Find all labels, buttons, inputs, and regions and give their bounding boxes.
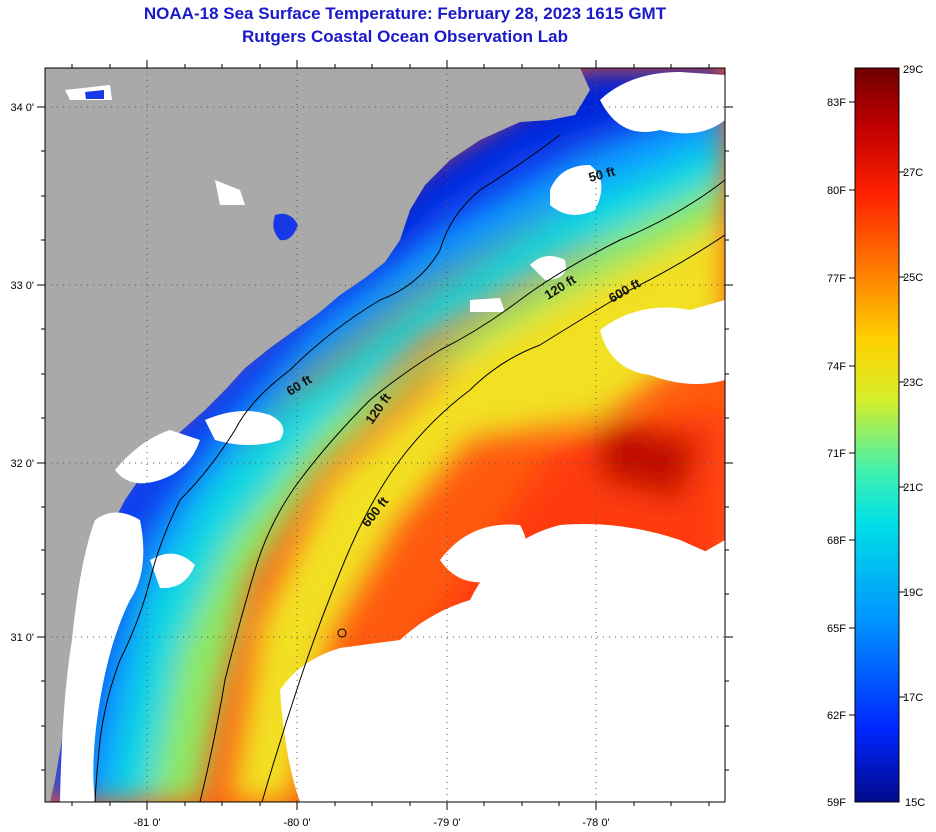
- lat-label: 33 0': [10, 280, 34, 292]
- colorbar: 83F 80F 77F 74F 71F 68F 65F 62F 59F 29C …: [827, 64, 925, 809]
- colorbar-f-label: 80F: [827, 185, 846, 197]
- graticule: [45, 68, 725, 802]
- colorbar-f-label: 74F: [827, 361, 846, 373]
- lon-label: -78 0': [582, 817, 609, 829]
- colorbar-f-label: 65F: [827, 623, 846, 635]
- colorbar-f-label: 68F: [827, 535, 846, 547]
- lat-label: 31 0': [10, 632, 34, 644]
- sst-image: 50 ft 120 ft 600 ft 60 ft 120 ft 600 ft: [45, 68, 725, 802]
- colorbar-f-label: 62F: [827, 710, 846, 722]
- colorbar-c-label: 21C: [903, 482, 923, 494]
- land-mass: [45, 68, 590, 802]
- map-subtitle: Rutgers Coastal Ocean Observation Lab: [242, 27, 568, 46]
- lat-labels: 34 0' 33 0' 32 0' 31 0': [10, 102, 34, 644]
- plot-frame: [44, 67, 726, 803]
- colorbar-c-label: 23C: [903, 377, 923, 389]
- depth-contours: [94, 134, 725, 802]
- contour-label: 50 ft: [587, 163, 617, 185]
- cloud-cover: [60, 72, 725, 802]
- colorbar-c-label: 19C: [903, 587, 923, 599]
- lat-label: 34 0': [10, 102, 34, 114]
- lon-label: -80 0': [283, 817, 310, 829]
- lon-labels: -81 0' -80 0' -79 0' -78 0': [133, 817, 609, 829]
- map-title: NOAA-18 Sea Surface Temperature: Februar…: [143, 4, 667, 23]
- lon-label: -81 0': [133, 817, 160, 829]
- colorbar-gradient: [854, 67, 900, 803]
- colorbar-f-label: 77F: [827, 273, 846, 285]
- colorbar-f-label: 71F: [827, 448, 846, 460]
- colorbar-c-label: 27C: [903, 167, 923, 179]
- colorbar-f-label: 59F: [827, 797, 846, 809]
- colorbar-c-label: 15C: [905, 797, 925, 809]
- axis-ticks: [37, 60, 733, 810]
- colorbar-c-label: 17C: [903, 692, 923, 704]
- lon-label: -79 0': [433, 817, 460, 829]
- colorbar-c-label: 29C: [903, 64, 923, 76]
- lat-label: 32 0': [10, 458, 34, 470]
- colorbar-f-label: 83F: [827, 97, 846, 109]
- colorbar-c-label: 25C: [903, 272, 923, 284]
